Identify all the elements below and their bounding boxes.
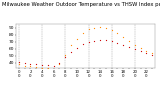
Text: Milwaukee Weather Outdoor Temperature vs THSW Index per Hour (24 Hours): Milwaukee Weather Outdoor Temperature vs… bbox=[2, 2, 160, 7]
